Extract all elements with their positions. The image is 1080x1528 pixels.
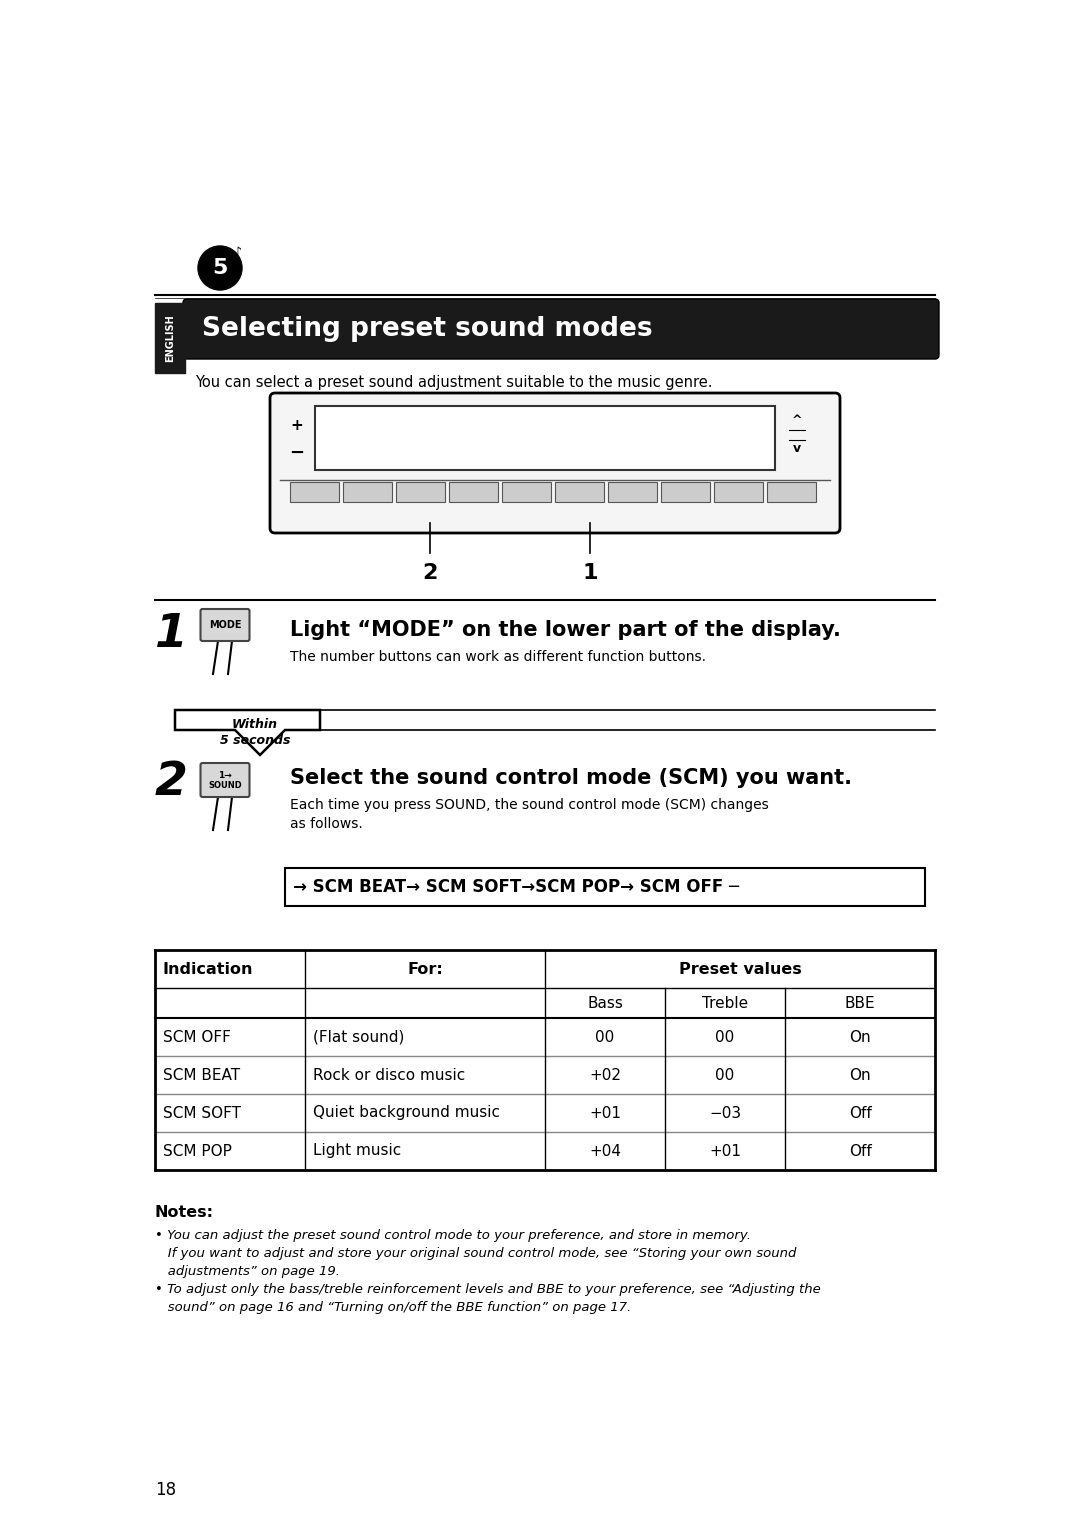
Text: v: v [793,442,801,454]
Text: ^: ^ [792,414,802,426]
FancyBboxPatch shape [201,762,249,798]
Text: Each time you press SOUND, the sound control mode (SCM) changes
as follows.: Each time you press SOUND, the sound con… [291,798,769,831]
Text: sound” on page 16 and “Turning on/off the BBE function” on page 17.: sound” on page 16 and “Turning on/off th… [156,1300,631,1314]
Text: On: On [849,1068,870,1082]
Text: Off: Off [849,1105,872,1120]
Text: On: On [849,1030,870,1045]
Text: 00: 00 [715,1068,734,1082]
Text: Within
5 seconds: Within 5 seconds [219,718,291,747]
Text: 00: 00 [715,1030,734,1045]
FancyBboxPatch shape [201,610,249,642]
Text: SCM BEAT: SCM BEAT [163,1068,240,1082]
Text: • You can adjust the preset sound control mode to your preference, and store in : • You can adjust the preset sound contro… [156,1229,751,1242]
Bar [396,481,445,503]
Text: ♪: ♪ [234,246,242,258]
Text: Preset values: Preset values [678,961,801,976]
Bar [661,481,710,503]
Text: +: + [291,419,303,434]
Text: Indication: Indication [163,961,254,976]
Bar [285,868,924,906]
Text: 2: 2 [422,562,437,584]
Bar [156,303,185,373]
Text: BBE: BBE [845,996,875,1010]
Text: Off: Off [849,1143,872,1158]
Bar [343,481,392,503]
Text: −03: −03 [708,1105,741,1120]
Bar [449,481,498,503]
Text: Select the sound control mode (SCM) you want.: Select the sound control mode (SCM) you … [291,769,852,788]
Text: You can select a preset sound adjustment suitable to the music genre.: You can select a preset sound adjustment… [195,374,713,390]
Text: adjustments” on page 19.: adjustments” on page 19. [156,1265,340,1277]
Text: SCM SOFT: SCM SOFT [163,1105,241,1120]
Text: 2: 2 [156,759,188,805]
Text: 1→: 1→ [218,770,232,779]
Text: ENGLISH: ENGLISH [165,315,175,362]
Bar [291,481,339,503]
Bar [608,481,657,503]
Text: → SCM BEAT→ SCM SOFT→SCM POP→ SCM OFF ─: → SCM BEAT→ SCM SOFT→SCM POP→ SCM OFF ─ [293,879,739,895]
Text: Notes:: Notes: [156,1206,214,1219]
Text: SOUND: SOUND [208,781,242,790]
Bar [714,481,762,503]
Text: Bass: Bass [588,996,623,1010]
Text: +01: +01 [708,1143,741,1158]
FancyBboxPatch shape [270,393,840,533]
Text: (Flat sound): (Flat sound) [313,1030,404,1045]
Text: If you want to adjust and store your original sound control mode, see “Storing y: If you want to adjust and store your ori… [156,1247,796,1261]
Text: −: − [289,445,305,461]
Text: +04: +04 [589,1143,621,1158]
Text: 18: 18 [156,1481,176,1499]
Circle shape [198,246,242,290]
Bar [767,481,816,503]
Text: 00: 00 [595,1030,615,1045]
Text: For:: For: [407,961,443,976]
Text: SCM POP: SCM POP [163,1143,232,1158]
FancyBboxPatch shape [183,299,939,359]
Text: 1: 1 [156,613,188,657]
Text: Rock or disco music: Rock or disco music [313,1068,465,1082]
Text: Treble: Treble [702,996,748,1010]
Polygon shape [175,711,320,755]
Text: The number buttons can work as different function buttons.: The number buttons can work as different… [291,649,706,665]
Text: 5: 5 [213,258,228,278]
Text: MODE: MODE [208,620,241,630]
Text: Light “MODE” on the lower part of the display.: Light “MODE” on the lower part of the di… [291,620,841,640]
Text: +02: +02 [589,1068,621,1082]
Text: 1: 1 [582,562,597,584]
Text: +01: +01 [589,1105,621,1120]
Text: Selecting preset sound modes: Selecting preset sound modes [202,316,652,342]
Text: SCM OFF: SCM OFF [163,1030,231,1045]
Bar [502,481,551,503]
Bar [315,406,775,471]
Text: • To adjust only the bass/treble reinforcement levels and BBE to your preference: • To adjust only the bass/treble reinfor… [156,1284,821,1296]
Text: Light music: Light music [313,1143,402,1158]
Text: Quiet background music: Quiet background music [313,1105,500,1120]
Bar [555,481,604,503]
